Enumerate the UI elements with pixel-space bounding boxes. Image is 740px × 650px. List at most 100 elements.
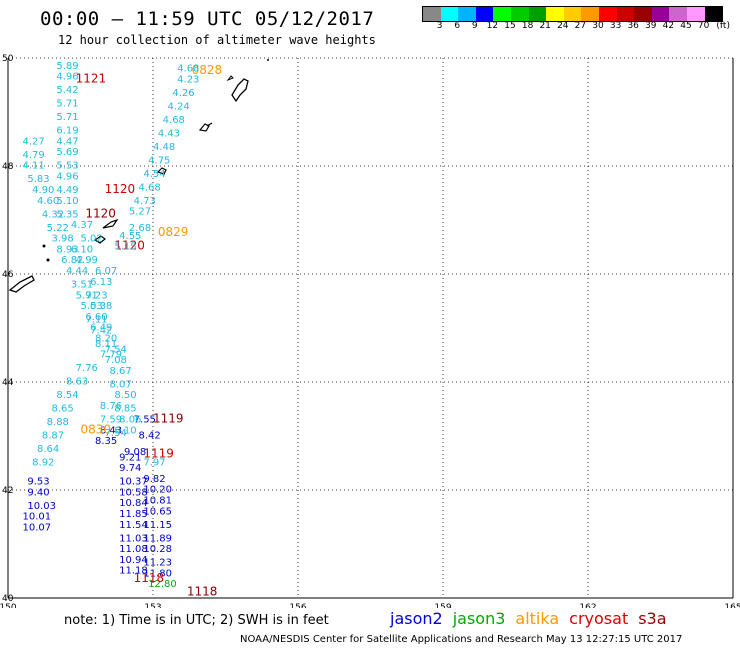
wave-height-point: 11.85 [119, 509, 148, 520]
wave-height-point: 10.01 [23, 512, 52, 523]
wave-height-point: 4.99 [76, 255, 98, 266]
color-tick-label: 42 [662, 21, 675, 31]
wave-height-map: 9.219.7410.3710.5810.8411.8511.5411.0311… [0, 54, 740, 608]
wave-height-point: 6.07 [95, 266, 117, 277]
pass-time-label: 0828 [192, 63, 223, 77]
wave-height-point: 4.37 [71, 220, 93, 231]
wave-height-point: 10.28 [143, 544, 172, 555]
wave-height-point: 8.76 [100, 401, 122, 412]
island-outline [226, 75, 234, 82]
wave-height-point: 8.43 [100, 425, 122, 436]
wave-height-point: 11.08 [119, 544, 148, 555]
wave-height-point: 11.15 [143, 520, 172, 531]
wave-height-point: 10.81 [143, 496, 172, 507]
pass-time-label: 1121 [76, 71, 107, 85]
wave-height-point: 8.35 [95, 436, 117, 447]
wave-height-point: 7.79 [100, 350, 122, 361]
wave-height-point: 4.47 [56, 136, 78, 147]
wave-height-point: 4.96 [56, 72, 78, 83]
wave-height-point: 4.26 [172, 88, 194, 99]
wave-height-point: 7.08 [105, 355, 127, 366]
map-grid [7, 57, 734, 599]
color-tick-label: 6 [454, 21, 461, 31]
pass-time-label: 1119 [143, 447, 174, 461]
wave-height-point: 4.27 [23, 136, 45, 147]
wave-height-point: 10.37 [119, 477, 148, 488]
wave-height-point: 8.85 [114, 404, 136, 415]
color-swatch [669, 7, 687, 21]
island-outline [8, 275, 35, 293]
color-swatch [616, 7, 635, 21]
coastline-islands [8, 59, 269, 293]
wave-height-point: 8.06 [119, 415, 141, 426]
color-scale-bar [422, 6, 724, 22]
wave-height-point: 5.53 [56, 161, 78, 172]
color-tick-label: 39 [645, 21, 657, 31]
color-swatch [440, 7, 459, 21]
wave-height-point: 7.54 [105, 428, 127, 439]
wave-height-point: 12.80 [148, 579, 177, 590]
color-swatch [528, 7, 547, 21]
color-tick-label: 3 [436, 21, 443, 31]
satellite-legend: jason2 jason3 altika cryosat s3a [390, 609, 677, 628]
island-dot [46, 258, 50, 262]
legend-item-cryosat: cryosat [569, 609, 629, 628]
wave-height-point: 10.94 [119, 555, 148, 566]
wave-height-point: 6.82 [61, 255, 83, 266]
wave-height-point: 6.60 [85, 312, 107, 323]
wave-height-point: 9.74 [119, 463, 141, 474]
lon-tick-label: 153 [144, 603, 161, 608]
wave-height-point: 8.11 [95, 339, 117, 350]
wave-height-point: 8.63 [66, 377, 88, 388]
wave-height-point: 8.64 [37, 444, 59, 455]
wave-height-point: 4.68 [139, 182, 161, 193]
wave-height-point: 8.42 [139, 431, 161, 442]
wave-height-point: 5.69 [56, 147, 78, 158]
wave-height-point: 7.55 [134, 415, 156, 426]
color-tick-label: 21 [539, 21, 551, 31]
wave-height-point: 6.10 [71, 244, 93, 255]
color-tick-label: 36 [627, 21, 639, 31]
island-outline [102, 218, 119, 229]
wave-height-point: 7.76 [76, 363, 98, 374]
wave-height-point: 2.68 [129, 223, 151, 234]
color-swatch [493, 7, 511, 21]
wave-height-point: 5.91 [76, 290, 98, 301]
wave-height-point: 8.54 [56, 390, 78, 401]
wave-height-point: 8.88 [47, 417, 69, 428]
color-tick-label: 15 [504, 21, 516, 31]
wave-height-point: 9.08 [124, 447, 146, 458]
wave-height-point: 9.40 [27, 487, 49, 498]
wave-height-point: 5.83 [27, 174, 49, 185]
units-note: note: 1) Time is in UTC; 2) SWH is in fe… [64, 613, 329, 628]
wave-height-point: 4.79 [23, 150, 45, 161]
wave-height-point: 8.93 [56, 244, 78, 255]
color-tick-label: 18 [521, 21, 534, 31]
lat-tick-label: 46 [2, 270, 14, 280]
wave-height-point: 8.07 [110, 379, 132, 390]
wave-height-point: 4.73 [134, 196, 156, 207]
wave-height-point: 8.87 [42, 431, 64, 442]
wave-height-point: 3.51 [71, 280, 93, 291]
color-tick-label: 70 [697, 21, 710, 31]
color-tick-label: 30 [592, 21, 604, 31]
lat-tick-label: 44 [2, 378, 14, 388]
pass-time-label: 1119 [153, 412, 184, 426]
color-tick-label: 24 [557, 21, 569, 31]
color-swatch [704, 7, 723, 21]
lon-tick-label: 159 [434, 603, 451, 608]
wave-height-point: 5.42 [56, 85, 78, 96]
wave-height-point: 8.50 [114, 390, 136, 401]
color-swatch [581, 7, 599, 21]
wave-height-point: 6.49 [90, 323, 112, 334]
wave-height-point: 5.10 [56, 196, 78, 207]
color-scale-ticks: 3 6 9 12 15 18 21 24 27 30 33 36 39 42 45 70 (ft) [422, 21, 740, 33]
color-swatch [598, 7, 617, 21]
color-swatch [475, 7, 494, 21]
lat-tick-label: 42 [2, 486, 13, 496]
wave-height-point: 8.67 [110, 366, 132, 377]
wave-height-point: 4.55 [119, 231, 141, 242]
color-swatch [686, 7, 705, 21]
wave-height-point: 8.20 [95, 334, 117, 345]
